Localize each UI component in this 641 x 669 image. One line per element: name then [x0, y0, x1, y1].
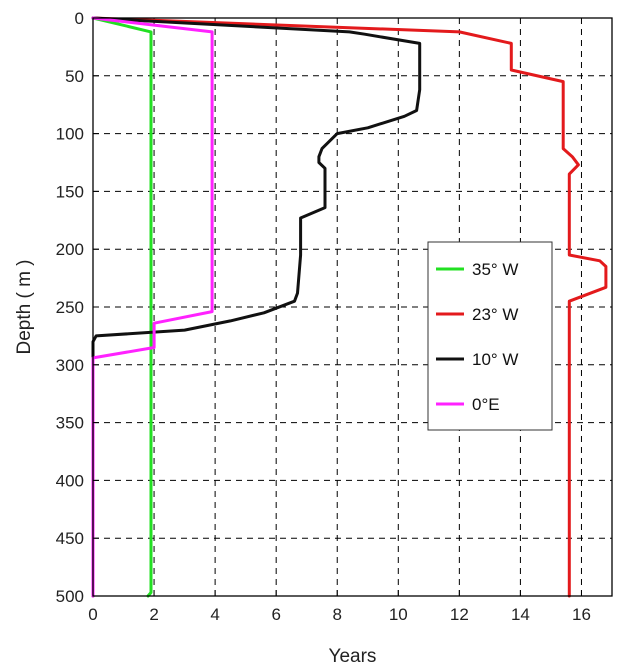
- x-tick-label: 10: [389, 605, 408, 624]
- x-tick-label: 8: [333, 605, 342, 624]
- x-axis-title: Years: [329, 646, 377, 667]
- y-tick-label: 250: [56, 298, 84, 317]
- x-tick-label: 6: [271, 605, 280, 624]
- x-tick-label: 0: [88, 605, 97, 624]
- legend-label: 23° W: [472, 305, 518, 324]
- series-line-3: [91, 16, 422, 598]
- y-tick-label: 0: [75, 9, 84, 28]
- y-tick-label: 450: [56, 529, 84, 548]
- legend-label: 0°E: [472, 395, 500, 414]
- x-tick-label: 4: [210, 605, 219, 624]
- y-tick-label: 150: [56, 182, 84, 201]
- y-tick-label: 100: [56, 125, 84, 144]
- y-tick-label: 50: [65, 67, 84, 86]
- series-line-2: [91, 16, 608, 598]
- legend-label: 35° W: [472, 260, 518, 279]
- y-tick-label: 500: [56, 587, 84, 606]
- legend-box: [427, 241, 553, 431]
- x-tick-label: 2: [149, 605, 158, 624]
- y-tick-labels: 0 50 100 150 200 250 300 350 400 450 500: [56, 9, 99, 606]
- y-axis-title: Depth ( m ): [14, 259, 35, 354]
- y-tick-label: 300: [56, 356, 84, 375]
- series-line-1: [91, 16, 153, 598]
- y-tick-label: 400: [56, 471, 84, 490]
- legend-label: 10° W: [472, 350, 518, 369]
- legend: 35° W 23° W 10° W 0°E: [427, 241, 553, 431]
- y-tick-label: 200: [56, 240, 84, 259]
- x-tick-label: 16: [572, 605, 591, 624]
- y-tick-label: 350: [56, 414, 84, 433]
- x-tick-label: 12: [450, 605, 469, 624]
- x-tick-label: 14: [511, 605, 530, 624]
- x-tick-labels: 0 2 4 6 8 10 12 14 16: [88, 590, 591, 624]
